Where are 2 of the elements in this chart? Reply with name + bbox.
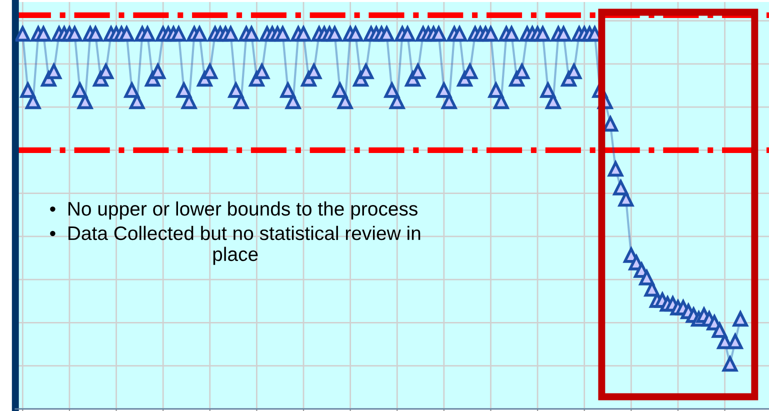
annotation: • No upper or lower bounds to the process [50,201,418,220]
annotation: • Data Collected but no statistical review in place [50,226,420,265]
